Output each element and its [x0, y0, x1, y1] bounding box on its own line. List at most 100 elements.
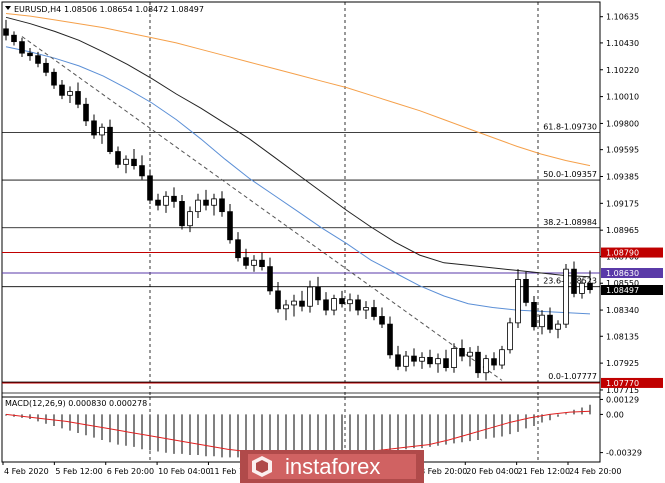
moving-average-line — [5, 16, 591, 278]
candle — [355, 294, 361, 316]
instaforex-logo-icon — [252, 456, 272, 477]
candle — [371, 299, 377, 321]
price-tick-label: 1.08550 — [606, 279, 639, 288]
price-tick-label: 1.08135 — [606, 332, 639, 341]
candle — [35, 51, 41, 68]
candle — [579, 279, 585, 299]
candle — [211, 193, 217, 216]
price-tick-label: 1.08340 — [606, 306, 639, 315]
price-tick-label: 1.07925 — [606, 359, 639, 368]
time-tick-label: 11 Feb 12:00 — [209, 467, 261, 476]
watermark-text: instaforex — [285, 454, 380, 479]
time-tick-label: 21 Feb 12:00 — [518, 467, 570, 476]
price-label: 1.08790 — [601, 247, 663, 258]
macd-histogram — [5, 404, 591, 459]
macd-label: MACD(12,26,9) 0.000830 0.000278 — [5, 399, 147, 408]
price-tick-label: 1.09800 — [606, 119, 639, 128]
trendline[interactable] — [21, 36, 503, 381]
candle — [3, 19, 9, 41]
candle — [235, 232, 241, 262]
candle — [323, 292, 329, 316]
candle — [115, 146, 121, 169]
candle — [283, 299, 289, 321]
macd-tick-label: -0.00329 — [606, 449, 642, 458]
macd-tick-label: 0.00129 — [606, 395, 639, 404]
candle — [491, 352, 497, 371]
time-tick-label: 18 Feb 20:00 — [415, 467, 467, 476]
fibonacci-levels: 61.8-1.09730 50.0-1.09357 38.2-1.08984 23.6… — [2, 122, 600, 383]
candle — [51, 68, 57, 89]
candle — [555, 320, 561, 339]
candle — [75, 82, 81, 109]
watermark-inner — [248, 454, 416, 479]
candle — [131, 149, 137, 170]
candle — [267, 257, 273, 295]
price-tick-label: 1.10010 — [606, 93, 639, 102]
horizontal-levels — [2, 252, 600, 394]
candle — [83, 97, 89, 126]
price-tick-label: 1.08965 — [606, 226, 639, 235]
time-tick-label: 6 Feb 20:00 — [107, 467, 154, 476]
fib-level-label: 0.0-1.07777 — [548, 372, 597, 381]
candle — [411, 348, 417, 367]
fib-level-label: 38.2-1.08984 — [543, 218, 597, 227]
fib-level-label: 61.8-1.09730 — [543, 122, 597, 131]
candle — [179, 195, 185, 230]
svg-text:1.07770: 1.07770 — [606, 379, 639, 388]
ohlc-label: 1.08506 1.08654 1.08472 1.08497 — [64, 5, 204, 14]
time-tick-label: 5 Feb 12:00 — [55, 467, 102, 476]
candle — [91, 114, 97, 139]
candle — [523, 271, 529, 307]
fib-level-label: 50.0-1.09357 — [543, 170, 597, 179]
candle — [451, 343, 457, 373]
candle — [395, 345, 401, 371]
candle — [459, 339, 465, 362]
trendline-layer — [21, 36, 503, 381]
candle — [571, 261, 577, 298]
candle — [547, 307, 553, 334]
candle — [483, 354, 489, 381]
macd-tick-label: 0.00 — [606, 410, 624, 419]
candle — [347, 293, 353, 312]
main-panel-frame — [1, 1, 601, 398]
price-label: 1.08497 — [601, 285, 663, 296]
watermark: instaforex — [240, 450, 424, 483]
candle — [219, 191, 225, 217]
candle — [251, 255, 257, 272]
candle — [11, 31, 17, 46]
candles — [3, 19, 593, 381]
price-label: 1.08630 — [601, 268, 663, 279]
candle — [403, 350, 409, 372]
candle — [147, 169, 153, 204]
time-tick-label: 10 Feb 04:00 — [158, 467, 210, 476]
candle — [67, 86, 73, 103]
moving-average-line — [5, 13, 591, 167]
macd-axis: 0.00129 0.00 -0.00329 — [600, 395, 642, 458]
candle — [139, 155, 145, 180]
candle — [307, 280, 313, 313]
price-label: 1.07770 — [601, 377, 663, 388]
price-tick-label: 1.10635 — [606, 13, 639, 22]
candle — [275, 281, 281, 313]
candle — [587, 270, 593, 294]
candle — [315, 276, 321, 305]
price-tick-label: 1.07715 — [606, 386, 639, 395]
candle — [163, 191, 169, 213]
candle — [539, 310, 545, 335]
main-panel: 61.8-1.09730 50.0-1.09357 38.2-1.08984 23.6… — [1, 1, 601, 398]
candle — [563, 264, 569, 328]
candle — [531, 296, 537, 331]
moving-averages — [5, 13, 591, 315]
candle — [259, 252, 265, 271]
candle — [363, 301, 369, 320]
candle — [195, 193, 201, 219]
candle — [331, 294, 337, 316]
svg-text:1.08497: 1.08497 — [606, 286, 639, 295]
candle — [43, 58, 49, 77]
dropdown-arrow-icon[interactable] — [5, 6, 11, 10]
candle — [243, 248, 249, 270]
fib-level-label: 23.6-1.08523 — [543, 277, 597, 286]
candle — [227, 203, 233, 244]
